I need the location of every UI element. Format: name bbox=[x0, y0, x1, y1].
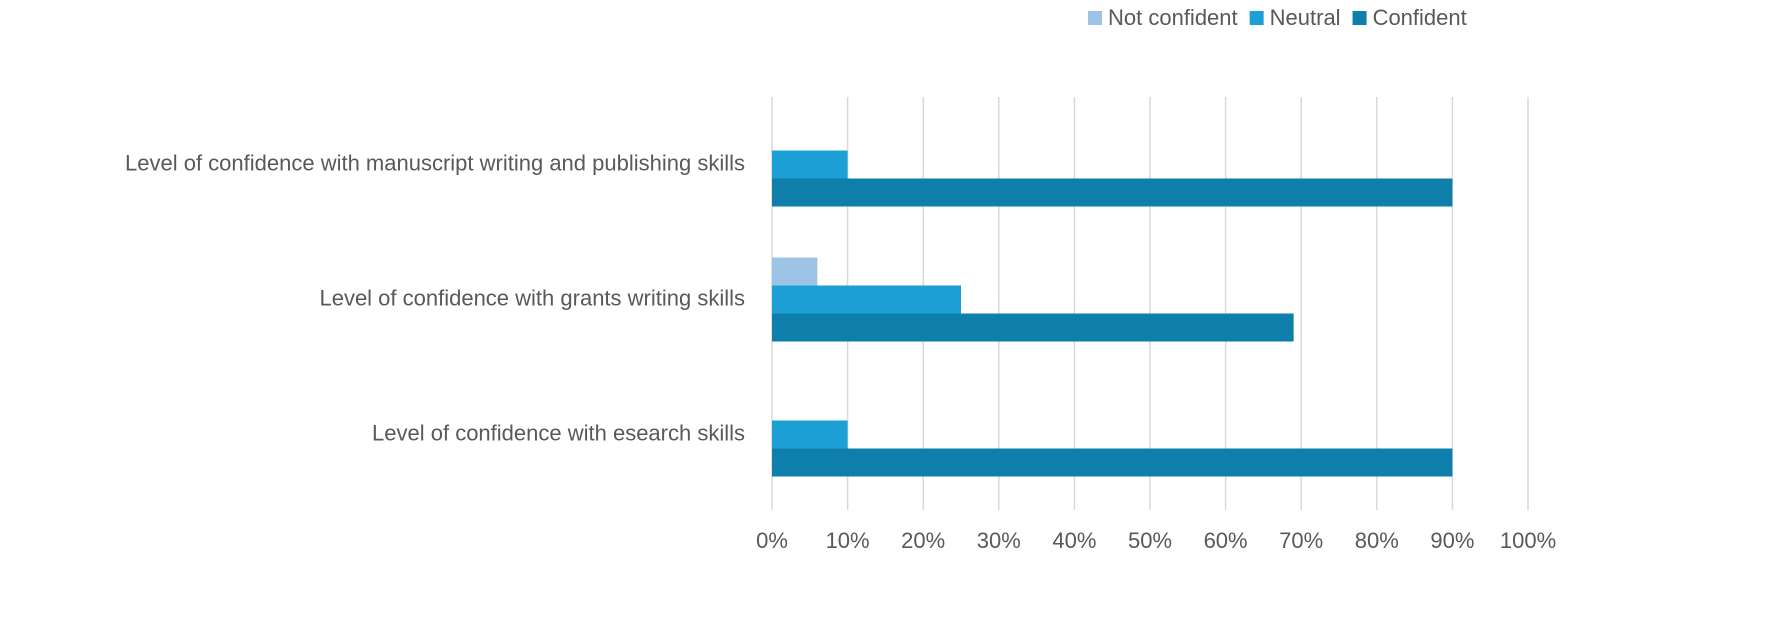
y-tick-label: Level of confidence with esearch skills bbox=[372, 420, 745, 445]
x-tick-label: 10% bbox=[826, 528, 870, 553]
y-tick-label: Level of confidence with manuscript writ… bbox=[125, 150, 745, 175]
bar bbox=[772, 285, 961, 314]
x-tick-label: 90% bbox=[1430, 528, 1474, 553]
bar bbox=[772, 257, 818, 286]
bar bbox=[772, 178, 1453, 207]
legend-label: Neutral bbox=[1270, 5, 1341, 30]
x-tick-label: 0% bbox=[756, 528, 788, 553]
x-tick-label: 20% bbox=[901, 528, 945, 553]
legend-label: Not confident bbox=[1108, 5, 1238, 30]
bar bbox=[772, 313, 1294, 342]
legend-swatch bbox=[1352, 11, 1367, 25]
x-tick-label: 40% bbox=[1052, 528, 1096, 553]
x-tick-label: 70% bbox=[1279, 528, 1323, 553]
x-tick-label: 100% bbox=[1500, 528, 1556, 553]
x-tick-label: 30% bbox=[977, 528, 1021, 553]
legend-swatch bbox=[1249, 11, 1264, 25]
bar bbox=[772, 448, 1453, 477]
x-tick-label: 60% bbox=[1204, 528, 1248, 553]
bar bbox=[772, 150, 848, 179]
legend-label: Confident bbox=[1373, 5, 1467, 30]
x-tick-label: 80% bbox=[1355, 528, 1399, 553]
x-tick-label: 50% bbox=[1128, 528, 1172, 553]
legend-swatch bbox=[1088, 11, 1102, 25]
y-tick-label: Level of confidence with grants writing … bbox=[319, 285, 745, 310]
bar bbox=[772, 420, 848, 449]
